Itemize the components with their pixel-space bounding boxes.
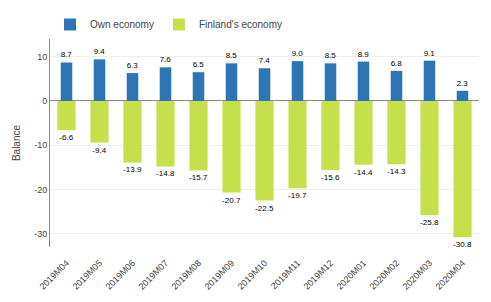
svg-text:2019M09: 2019M09 <box>202 258 236 292</box>
svg-text:2019M12: 2019M12 <box>301 258 335 292</box>
svg-text:-30.8: -30.8 <box>453 240 472 249</box>
svg-text:-10: -10 <box>34 140 47 150</box>
svg-text:8.9: 8.9 <box>358 50 370 59</box>
svg-text:2.3: 2.3 <box>457 79 469 88</box>
svg-text:8.5: 8.5 <box>325 51 337 60</box>
svg-text:-14.4: -14.4 <box>354 168 373 177</box>
svg-text:-15.7: -15.7 <box>189 173 208 182</box>
svg-text:-13.9: -13.9 <box>123 165 142 174</box>
svg-text:2019M07: 2019M07 <box>136 258 170 292</box>
svg-text:7.6: 7.6 <box>160 55 172 64</box>
svg-text:8.7: 8.7 <box>61 50 73 59</box>
svg-text:6.3: 6.3 <box>127 61 139 70</box>
svg-text:10: 10 <box>37 52 47 62</box>
svg-text:2019M08: 2019M08 <box>169 258 203 292</box>
svg-text:2019M05: 2019M05 <box>70 258 104 292</box>
svg-text:2019M06: 2019M06 <box>103 258 137 292</box>
svg-text:2020M02: 2020M02 <box>367 258 401 292</box>
svg-text:-14.8: -14.8 <box>156 169 175 178</box>
svg-text:-14.3: -14.3 <box>387 167 406 176</box>
svg-text:Own economy: Own economy <box>90 19 154 30</box>
svg-text:-15.6: -15.6 <box>321 173 340 182</box>
svg-text:-20: -20 <box>34 185 47 195</box>
svg-text:Balance: Balance <box>11 124 22 161</box>
svg-text:Finland's economy: Finland's economy <box>199 19 282 30</box>
svg-text:8.5: 8.5 <box>226 51 238 60</box>
svg-text:2019M11: 2019M11 <box>269 258 302 291</box>
svg-text:6.5: 6.5 <box>193 60 205 69</box>
svg-text:-19.7: -19.7 <box>288 191 307 200</box>
svg-text:2020M01: 2020M01 <box>334 258 368 292</box>
svg-text:6.8: 6.8 <box>391 59 403 68</box>
svg-text:-25.8: -25.8 <box>420 218 439 227</box>
svg-text:2020M04: 2020M04 <box>433 258 467 292</box>
svg-text:9.4: 9.4 <box>94 47 106 56</box>
svg-text:2019M04: 2019M04 <box>37 258 71 292</box>
svg-text:-22.5: -22.5 <box>255 204 274 213</box>
svg-text:-9.4: -9.4 <box>92 146 106 155</box>
svg-text:9.0: 9.0 <box>292 49 304 58</box>
svg-text:2019M10: 2019M10 <box>235 258 269 292</box>
svg-text:0: 0 <box>42 96 47 106</box>
svg-text:-20.7: -20.7 <box>222 196 241 205</box>
svg-text:9.1: 9.1 <box>424 49 436 58</box>
svg-text:-30: -30 <box>34 229 47 239</box>
svg-text:7.4: 7.4 <box>259 56 271 65</box>
svg-text:-6.6: -6.6 <box>59 133 73 142</box>
svg-text:2020M03: 2020M03 <box>400 258 434 292</box>
